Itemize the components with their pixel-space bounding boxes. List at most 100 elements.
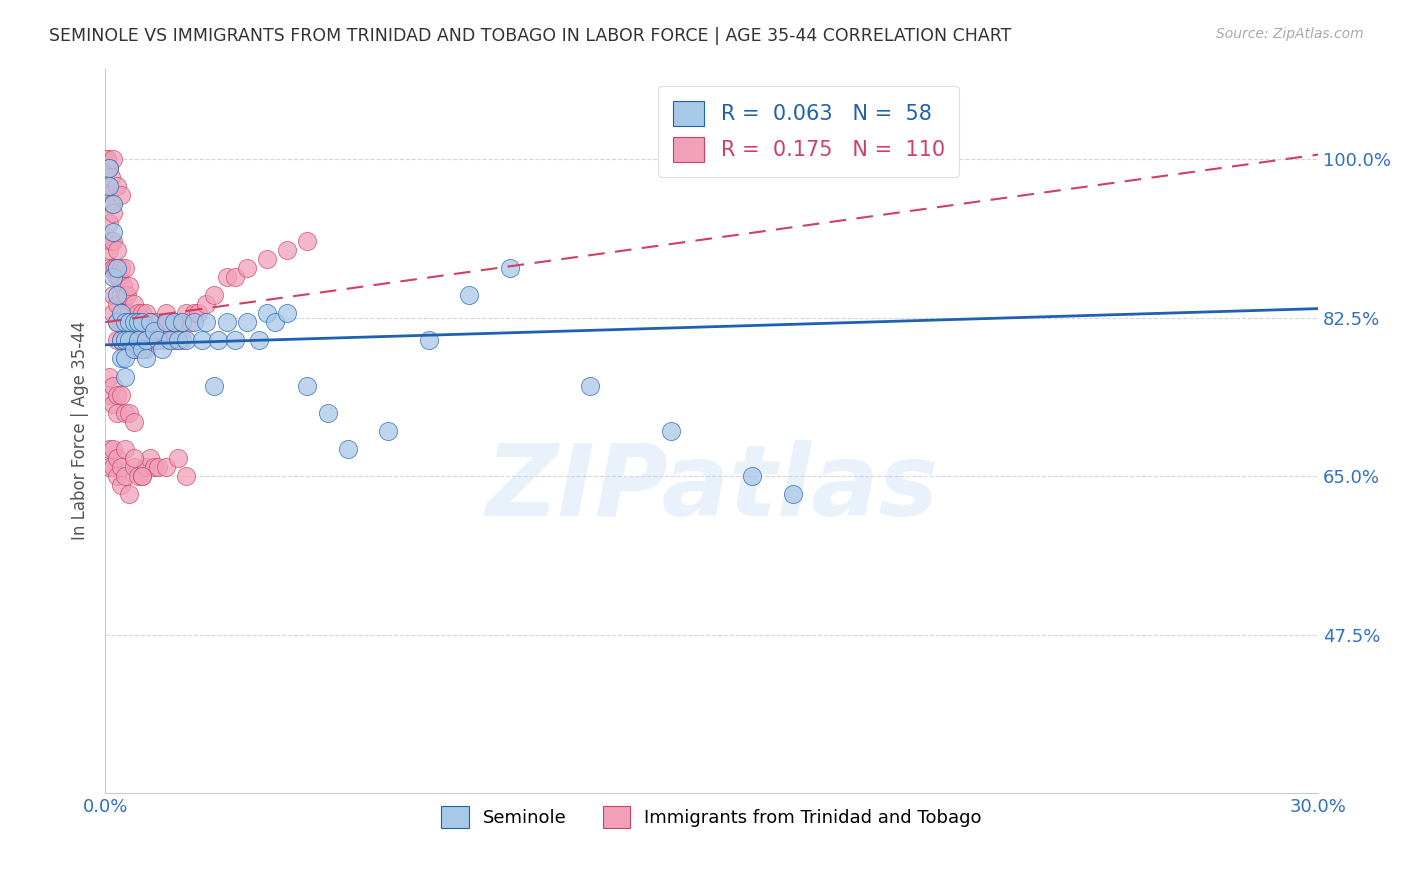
Point xyxy=(118,334,141,348)
Point xyxy=(105,288,128,302)
Point xyxy=(202,378,225,392)
Point xyxy=(235,260,257,275)
Point xyxy=(105,315,128,329)
Point xyxy=(98,179,121,194)
Point xyxy=(110,387,132,401)
Point xyxy=(142,324,165,338)
Point xyxy=(155,315,177,329)
Point xyxy=(159,315,181,329)
Point xyxy=(131,334,153,348)
Point xyxy=(142,460,165,475)
Point xyxy=(103,206,125,220)
Point xyxy=(215,315,238,329)
Point xyxy=(163,334,186,348)
Point xyxy=(135,343,157,357)
Point xyxy=(103,397,125,411)
Point xyxy=(297,378,319,392)
Point xyxy=(579,378,602,392)
Point xyxy=(105,315,128,329)
Point xyxy=(142,334,165,348)
Point xyxy=(207,334,229,348)
Point xyxy=(103,460,125,475)
Point xyxy=(174,306,197,320)
Point xyxy=(146,334,169,348)
Point xyxy=(167,315,190,329)
Point xyxy=(118,306,141,320)
Point xyxy=(135,306,157,320)
Point xyxy=(336,442,359,456)
Point xyxy=(135,460,157,475)
Point xyxy=(112,279,135,293)
Point xyxy=(105,334,128,348)
Point xyxy=(127,324,149,338)
Point xyxy=(114,334,136,348)
Point xyxy=(103,288,125,302)
Point xyxy=(127,343,149,357)
Point xyxy=(114,369,136,384)
Point xyxy=(114,334,136,348)
Point xyxy=(122,451,145,466)
Point xyxy=(98,161,121,176)
Point xyxy=(146,460,169,475)
Point xyxy=(105,260,128,275)
Point xyxy=(96,152,118,166)
Point xyxy=(98,161,121,176)
Point xyxy=(114,315,136,329)
Point xyxy=(155,334,177,348)
Point xyxy=(131,469,153,483)
Point xyxy=(224,269,246,284)
Point xyxy=(114,351,136,366)
Point xyxy=(118,315,141,329)
Point xyxy=(105,387,128,401)
Point xyxy=(110,306,132,320)
Point xyxy=(98,188,121,202)
Point xyxy=(135,334,157,348)
Point xyxy=(297,234,319,248)
Point xyxy=(179,315,201,329)
Point xyxy=(114,442,136,456)
Point xyxy=(114,306,136,320)
Point xyxy=(105,269,128,284)
Point xyxy=(170,315,193,329)
Point xyxy=(127,334,149,348)
Point xyxy=(174,469,197,483)
Point xyxy=(155,306,177,320)
Point xyxy=(103,442,125,456)
Point xyxy=(138,315,160,329)
Point xyxy=(105,406,128,420)
Point xyxy=(114,288,136,302)
Point xyxy=(235,315,257,329)
Point xyxy=(110,260,132,275)
Point xyxy=(187,306,209,320)
Point xyxy=(104,260,127,275)
Point xyxy=(105,297,128,311)
Point xyxy=(131,306,153,320)
Y-axis label: In Labor Force | Age 35-44: In Labor Force | Age 35-44 xyxy=(72,321,89,541)
Point xyxy=(659,424,682,438)
Point xyxy=(215,269,238,284)
Text: Source: ZipAtlas.com: Source: ZipAtlas.com xyxy=(1216,27,1364,41)
Point xyxy=(224,334,246,348)
Point xyxy=(98,243,121,257)
Text: SEMINOLE VS IMMIGRANTS FROM TRINIDAD AND TOBAGO IN LABOR FORCE | AGE 35-44 CORRE: SEMINOLE VS IMMIGRANTS FROM TRINIDAD AND… xyxy=(49,27,1011,45)
Point xyxy=(150,343,173,357)
Point xyxy=(98,161,121,176)
Point xyxy=(498,260,520,275)
Point xyxy=(167,334,190,348)
Point xyxy=(103,234,125,248)
Point xyxy=(110,351,132,366)
Point xyxy=(108,269,131,284)
Point xyxy=(118,279,141,293)
Point xyxy=(131,343,153,357)
Point xyxy=(118,406,141,420)
Point xyxy=(138,451,160,466)
Point xyxy=(138,315,160,329)
Point xyxy=(98,369,121,384)
Point xyxy=(103,260,125,275)
Point xyxy=(100,170,122,185)
Point xyxy=(131,469,153,483)
Point xyxy=(96,179,118,194)
Point xyxy=(110,460,132,475)
Point xyxy=(117,288,139,302)
Point xyxy=(247,334,270,348)
